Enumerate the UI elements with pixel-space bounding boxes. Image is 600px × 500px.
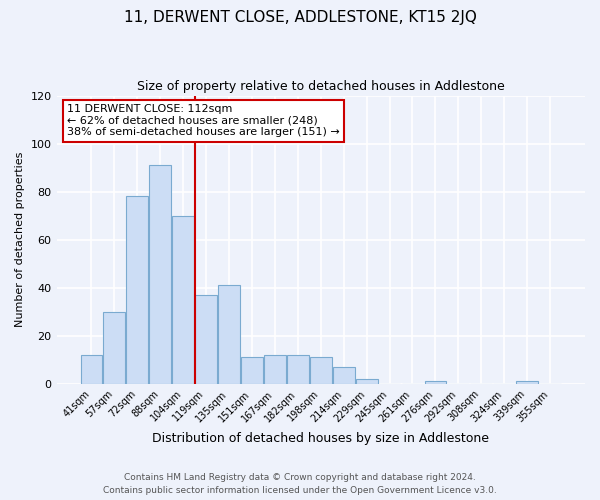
Bar xyxy=(516,382,538,384)
Text: 11 DERWENT CLOSE: 112sqm
← 62% of detached houses are smaller (248)
38% of semi-: 11 DERWENT CLOSE: 112sqm ← 62% of detach… xyxy=(67,104,340,138)
Bar xyxy=(241,358,263,384)
Bar xyxy=(425,382,446,384)
Title: Size of property relative to detached houses in Addlestone: Size of property relative to detached ho… xyxy=(137,80,505,93)
Bar xyxy=(333,367,355,384)
Text: 11, DERWENT CLOSE, ADDLESTONE, KT15 2JQ: 11, DERWENT CLOSE, ADDLESTONE, KT15 2JQ xyxy=(124,10,476,25)
Bar xyxy=(218,286,240,384)
Bar xyxy=(127,196,148,384)
Bar xyxy=(80,355,103,384)
Text: Contains HM Land Registry data © Crown copyright and database right 2024.
Contai: Contains HM Land Registry data © Crown c… xyxy=(103,474,497,495)
Y-axis label: Number of detached properties: Number of detached properties xyxy=(15,152,25,328)
Bar xyxy=(172,216,194,384)
Bar xyxy=(356,379,377,384)
Bar xyxy=(149,165,171,384)
Bar xyxy=(310,358,332,384)
Bar xyxy=(195,295,217,384)
Bar xyxy=(264,355,286,384)
X-axis label: Distribution of detached houses by size in Addlestone: Distribution of detached houses by size … xyxy=(152,432,489,445)
Bar xyxy=(287,355,309,384)
Bar xyxy=(103,312,125,384)
